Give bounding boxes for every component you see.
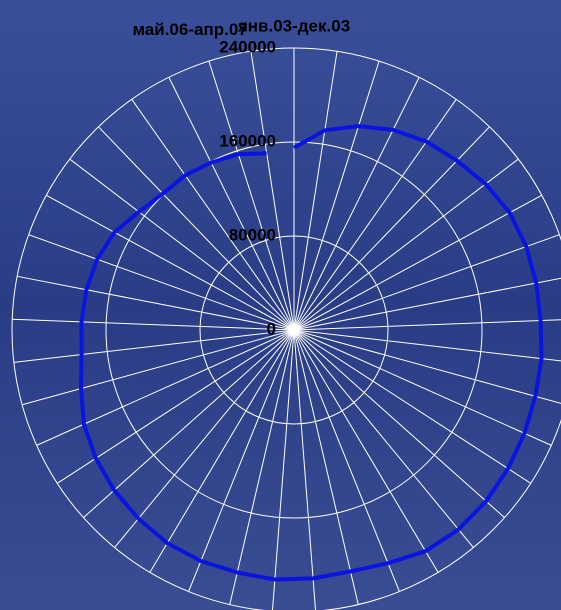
spoke — [131, 99, 295, 331]
spoke — [229, 329, 295, 605]
spoke — [208, 60, 295, 331]
spoke — [293, 329, 561, 362]
grid-ring — [11, 47, 561, 610]
spoke — [293, 329, 474, 548]
r-tick-label: 160000 — [219, 131, 276, 150]
spoke — [293, 329, 552, 446]
spoke — [272, 329, 295, 610]
spoke — [293, 158, 519, 331]
spoke — [293, 77, 420, 331]
grid-ring — [105, 141, 483, 519]
spoke — [293, 319, 561, 331]
spoke — [36, 329, 295, 446]
category-label: май.06-апр.07 — [132, 20, 247, 39]
spoke — [12, 318, 295, 331]
spoke — [293, 51, 338, 331]
plot — [79, 124, 544, 582]
spoke — [98, 126, 295, 331]
spoke — [293, 329, 400, 592]
spoke — [293, 194, 542, 331]
spoke — [83, 329, 295, 518]
grid-ring — [199, 235, 389, 425]
spoke — [17, 275, 295, 331]
spoke — [250, 51, 295, 331]
spoke — [188, 329, 295, 592]
r-tick-label: 240000 — [219, 37, 276, 56]
spoke — [293, 329, 531, 484]
spoke — [293, 329, 505, 518]
grid — [11, 47, 561, 610]
r-tick-label: 0 — [267, 319, 276, 338]
spoke — [293, 60, 380, 331]
r-tick-label: 80000 — [229, 225, 276, 244]
spoke — [293, 277, 561, 331]
spoke — [293, 329, 561, 404]
spoke — [293, 329, 439, 573]
spoke — [149, 329, 295, 573]
spoke — [293, 234, 560, 331]
spoke — [168, 77, 295, 331]
category-label: янв.03-дек.03 — [237, 16, 350, 35]
spoke — [69, 158, 295, 331]
spoke — [28, 234, 295, 331]
labels: 0 80000 160000 240000 янв.03-дек.03май.06-ап… — [132, 16, 350, 338]
spoke — [293, 329, 359, 605]
spoke — [13, 329, 295, 363]
spoke — [293, 329, 316, 610]
spoke — [293, 99, 457, 331]
spoke — [46, 194, 295, 331]
series-line — [79, 124, 544, 582]
spoke — [21, 329, 295, 406]
spoke — [114, 329, 295, 548]
